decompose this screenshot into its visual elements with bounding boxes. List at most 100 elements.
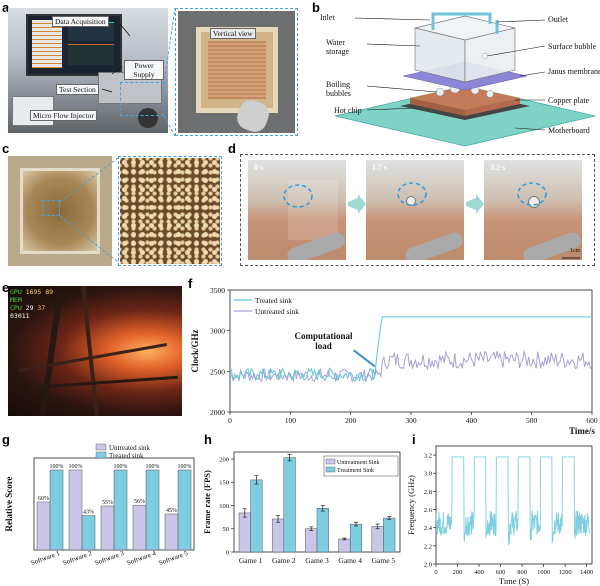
x-category-label: Software 1 bbox=[30, 549, 62, 567]
x-tick-label: 200 bbox=[453, 569, 463, 576]
y-tick-label: 2500 bbox=[210, 367, 225, 376]
x-tick-label: 400 bbox=[466, 416, 478, 425]
label-power-supply: Power Supply bbox=[124, 60, 164, 80]
zoom-box-vertical-view bbox=[175, 8, 298, 136]
x-category-label: Game 2 bbox=[272, 556, 296, 565]
y-tick-label: 2.2 bbox=[424, 543, 432, 550]
time-label-0s: 0 s bbox=[254, 163, 264, 172]
x-tick-label: 600 bbox=[586, 416, 598, 425]
annotation-line2: load bbox=[315, 341, 332, 351]
legend-label-untreated: Untreated sink bbox=[109, 444, 151, 452]
x-tick-label: 500 bbox=[526, 416, 538, 425]
bubble-circle-0s bbox=[283, 184, 313, 208]
y-tick-label: 100 bbox=[219, 503, 229, 510]
y-axis-label: Clock/GHz bbox=[190, 329, 200, 372]
cooling-fan bbox=[138, 108, 158, 128]
bar-treatment bbox=[383, 517, 396, 553]
photo-bubble-closeup bbox=[120, 158, 220, 264]
bar-treatment bbox=[250, 479, 263, 553]
plot-frame bbox=[435, 445, 593, 565]
label-inlet: Inlet bbox=[320, 13, 335, 22]
bar-treatment bbox=[349, 523, 363, 553]
y-tick-label: 3.2 bbox=[424, 453, 432, 460]
bar-untreatment bbox=[305, 528, 318, 553]
bar-data-label: 100% bbox=[69, 464, 83, 470]
bar-treated bbox=[145, 469, 160, 551]
bar-data-label: 45% bbox=[166, 508, 177, 514]
bar-treated bbox=[113, 469, 128, 551]
bar-untreatment bbox=[338, 538, 351, 553]
x-tick-label: 1200 bbox=[559, 569, 572, 576]
annotation-arrow bbox=[353, 349, 376, 368]
y-tick-label: 200 bbox=[219, 456, 229, 463]
x-tick-label: 400 bbox=[474, 569, 484, 576]
panel-a-arrows bbox=[101, 23, 131, 93]
bubble-circle-3-2s bbox=[517, 182, 547, 206]
bar-data-label: 100% bbox=[114, 464, 128, 470]
panel-letter-b: b bbox=[312, 0, 320, 15]
chart-g-relative-score: 60% 100% Software 1 100% 43% Software 2 55% 100… bbox=[4, 443, 195, 567]
x-tick-label: 200 bbox=[345, 416, 357, 425]
bar-treated bbox=[49, 469, 64, 551]
panel-letter-g: g bbox=[2, 432, 10, 447]
y-tick-label: 150 bbox=[219, 480, 229, 487]
bar-untreated bbox=[36, 501, 51, 551]
y-axis-label: Frame rate (FPS) bbox=[202, 470, 212, 534]
label-surface-bubble: Surface bubble bbox=[548, 42, 597, 51]
legend-swatch-untreated bbox=[95, 443, 107, 451]
y-tick-label: 50 bbox=[223, 526, 230, 533]
annotation-line1: Computational bbox=[295, 331, 354, 341]
bar-untreated bbox=[164, 513, 179, 551]
panel-d-overlay bbox=[283, 182, 580, 259]
legend-swatch-treatment bbox=[325, 466, 336, 473]
x-category-label: Game 5 bbox=[372, 556, 396, 565]
arrow-right-2 bbox=[466, 194, 484, 214]
bar-treated bbox=[177, 469, 192, 551]
bar-data-label: 56% bbox=[134, 499, 145, 505]
photo-game-screenshot bbox=[8, 286, 182, 416]
series-treated-sink bbox=[229, 316, 592, 383]
label-test-section: Test Section bbox=[56, 84, 99, 95]
x-tick-label: 800 bbox=[517, 569, 527, 576]
bar-treatment bbox=[316, 508, 329, 553]
panel-letter-i: i bbox=[412, 432, 416, 447]
x-category-label: Software 2 bbox=[62, 549, 94, 567]
chart-f-clock: 0 100 200 300 400 500 600 2000 2500 3000 3500 Time/… bbox=[190, 286, 598, 436]
label-motherboard: Motherboard bbox=[548, 126, 590, 135]
bar-untreatment bbox=[371, 526, 384, 553]
y-tick-label: 3500 bbox=[210, 286, 225, 295]
y-tick-label: 3.0 bbox=[424, 471, 432, 478]
arrow-right-1 bbox=[348, 194, 366, 214]
label-hot-chip: Hot chip bbox=[334, 106, 362, 115]
y-tick-label: 2.4 bbox=[424, 525, 433, 532]
label-janus-membrane: Janus membrane bbox=[548, 67, 600, 76]
x-tick-label: 300 bbox=[405, 416, 417, 425]
diagram-sink-structure bbox=[334, 12, 596, 147]
bar-untreatment bbox=[271, 518, 285, 553]
x-category-label: Software 4 bbox=[126, 549, 158, 567]
panel-letter-e: e bbox=[2, 280, 10, 295]
legend-label-untreatment: Untreatment Sink bbox=[337, 460, 380, 466]
zoom-connectors bbox=[163, 8, 176, 137]
bar-treatment bbox=[283, 457, 296, 553]
bar-data-label: 55% bbox=[102, 500, 113, 506]
label-boiling-bubbles: Boiling bubbles bbox=[326, 80, 351, 98]
photo-sink-bubbles bbox=[8, 156, 112, 266]
bar-untreated bbox=[100, 505, 115, 551]
panel-letter-f: f bbox=[188, 276, 193, 291]
legend-label-treatment: Treatment Sink bbox=[337, 468, 374, 474]
bar-untreatment bbox=[238, 512, 251, 553]
legend-swatch-untreatment bbox=[325, 458, 336, 465]
photo-time-0s bbox=[248, 160, 346, 260]
legend-swatch-treated bbox=[95, 451, 107, 459]
x-tick-label: 1000 bbox=[537, 569, 550, 576]
bar-data-label: 100% bbox=[178, 464, 192, 470]
series-frequency bbox=[435, 456, 590, 546]
x-tick-label: 0 bbox=[228, 416, 232, 425]
panel-letter-d: d bbox=[228, 141, 236, 156]
y-tick-label: 2000 bbox=[210, 408, 225, 417]
scale-bar-label: 1cm bbox=[570, 248, 581, 254]
bar-untreated bbox=[68, 469, 83, 551]
chart-h-frame-rate: 0 50 100 150 200 Game 1 Game 2 Game 3 Game 4 Game… bbox=[202, 451, 401, 565]
label-micro-flow-injector: Micro Flow Injector bbox=[30, 110, 97, 121]
